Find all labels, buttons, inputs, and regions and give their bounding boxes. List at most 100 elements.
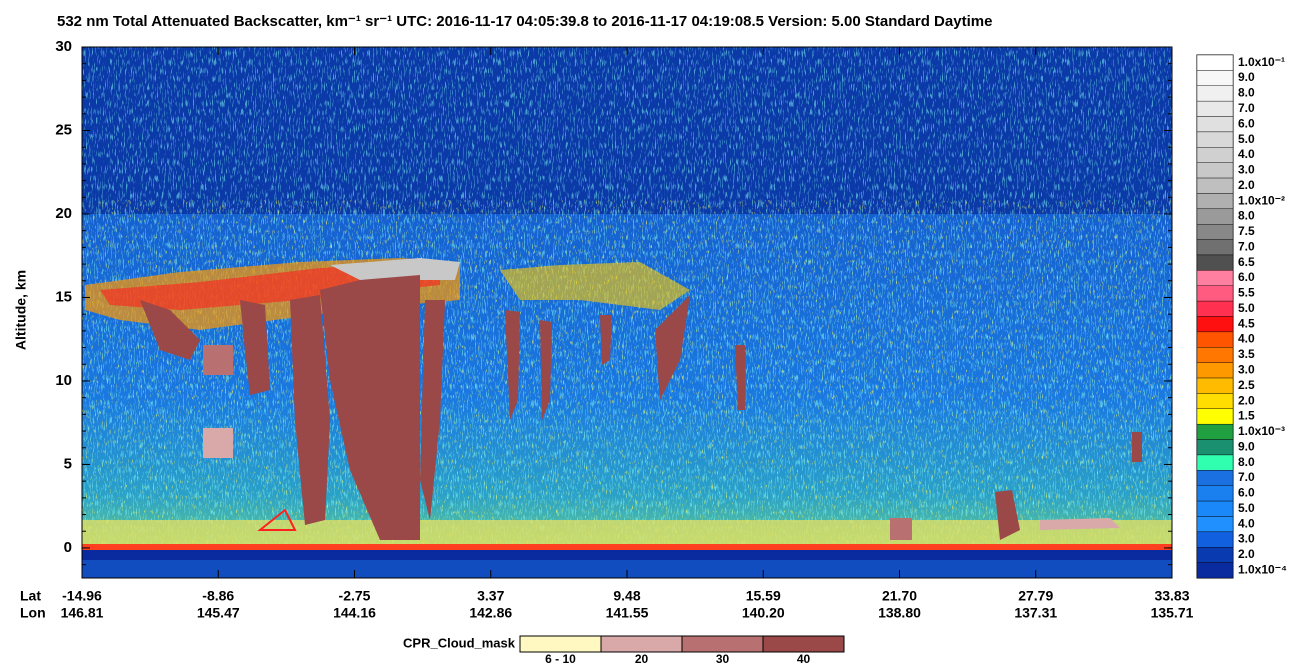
colorbar-label: 6.0 <box>1238 486 1255 500</box>
mask-legend-label: 20 <box>635 652 649 666</box>
x-tick-label: -8.86 <box>202 588 234 604</box>
colorbar-label: 8.0 <box>1238 86 1255 100</box>
x-tick-label: 137.31 <box>1014 605 1057 621</box>
x-tick-label: 21.70 <box>882 588 917 604</box>
x-tick-label: 138.80 <box>878 605 921 621</box>
colorbar-band <box>1196 423 1234 440</box>
colorbar-label: 7.0 <box>1238 239 1255 253</box>
colorbar-label: 2.0 <box>1238 178 1255 192</box>
colorbar-band <box>1196 347 1234 363</box>
colorbar-band <box>1196 116 1234 133</box>
x-tick-label: 135.71 <box>1151 605 1194 621</box>
y-tick-label: 5 <box>64 455 72 472</box>
curtain-image <box>82 47 1172 578</box>
colorbar-label: 5.0 <box>1238 132 1255 146</box>
colorbar-label: 6.5 <box>1238 255 1255 269</box>
colorbar-band <box>1196 147 1234 163</box>
x-tick-label: 142.86 <box>469 605 512 621</box>
colorbar-label: 4.0 <box>1238 516 1255 530</box>
colorbar-band <box>1196 270 1234 286</box>
y-tick-label: 30 <box>55 38 72 55</box>
colorbar-label: 9.0 <box>1238 439 1255 453</box>
colorbar-label: 3.0 <box>1238 363 1255 377</box>
x-tick-label: -14.96 <box>62 588 102 604</box>
colorbar-band <box>1196 254 1234 271</box>
colorbar-band <box>1196 208 1234 225</box>
colorbar-band <box>1196 547 1234 563</box>
colorbar-band <box>1196 439 1234 456</box>
colorbar-band <box>1196 516 1234 533</box>
mask-legend-swatch <box>762 635 845 653</box>
x-row-name: Lat <box>20 588 41 604</box>
colorbar-label: 5.0 <box>1238 301 1255 315</box>
colorbar-band <box>1196 285 1234 302</box>
y-tick-label: 10 <box>55 372 72 389</box>
y-tick-label: 15 <box>55 288 72 305</box>
x-tick-label: 145.47 <box>197 605 240 621</box>
x-tick-label: 140.20 <box>742 605 785 621</box>
colorbar-band <box>1196 193 1234 210</box>
chart-title: 532 nm Total Attenuated Backscatter, km⁻… <box>57 13 992 30</box>
colorbar-band <box>1196 54 1234 71</box>
colorbar-band <box>1196 177 1234 194</box>
x-tick-label: 146.81 <box>61 605 104 621</box>
x-tick-label: -2.75 <box>339 588 371 604</box>
colorbar-label: 1.0x10⁻¹ <box>1238 55 1285 69</box>
mask-legend-swatch <box>519 635 602 653</box>
colorbar-band <box>1196 316 1234 333</box>
colorbar-band <box>1196 85 1234 102</box>
x-tick-label: 141.55 <box>606 605 649 621</box>
x-tick-label: 27.79 <box>1018 588 1053 604</box>
mask-legend-swatch <box>681 635 764 653</box>
colorbar-label: 4.0 <box>1238 332 1255 346</box>
colorbar-band <box>1196 393 1234 409</box>
y-tick-label: 0 <box>64 539 72 556</box>
colorbar-label: 5.5 <box>1238 286 1255 300</box>
y-axis-label: Altitude, km <box>13 270 29 350</box>
colorbar-band <box>1196 224 1234 240</box>
colorbar-band <box>1196 454 1234 471</box>
x-row-name: Lon <box>20 605 46 621</box>
colorbar-label: 7.0 <box>1238 101 1255 115</box>
colorbar-band <box>1196 562 1234 579</box>
colorbar-label: 7.5 <box>1238 224 1255 238</box>
colorbar-label: 5.0 <box>1238 501 1255 515</box>
colorbar-label: 2.0 <box>1238 393 1255 407</box>
mask-legend-label: 30 <box>716 652 730 666</box>
colorbar-label: 3.0 <box>1238 163 1255 177</box>
colorbar-band <box>1196 531 1234 548</box>
x-tick-label: 144.16 <box>333 605 376 621</box>
colorbar: 1.0x10⁻¹9.08.07.06.05.04.03.02.01.0x10⁻²… <box>1196 54 1287 579</box>
x-tick-label: 33.83 <box>1154 588 1189 604</box>
mask-legend-title: CPR_Cloud_mask <box>403 635 516 650</box>
colorbar-band <box>1196 239 1234 256</box>
colorbar-band <box>1196 485 1234 502</box>
colorbar-band <box>1196 131 1234 148</box>
colorbar-label: 2.5 <box>1238 378 1255 392</box>
mask-legend: CPR_Cloud_mask 6 - 10 20 30 40 <box>403 635 845 666</box>
x-tick-label: 3.37 <box>477 588 504 604</box>
colorbar-label: 4.5 <box>1238 316 1255 330</box>
colorbar-band <box>1196 300 1234 317</box>
colorbar-label: 1.0x10⁻² <box>1238 193 1285 207</box>
mask-legend-label: 6 - 10 <box>545 652 576 666</box>
mask-legend-label: 40 <box>797 652 811 666</box>
colorbar-band <box>1196 408 1234 425</box>
colorbar-band <box>1196 362 1234 379</box>
colorbar-label: 8.0 <box>1238 209 1255 223</box>
colorbar-band <box>1196 500 1234 517</box>
mask-legend-swatch <box>600 635 683 653</box>
y-tick-label: 20 <box>55 205 72 222</box>
x-tick-label: 15.59 <box>746 588 781 604</box>
colorbar-label: 7.0 <box>1238 470 1255 484</box>
colorbar-band <box>1196 162 1234 179</box>
colorbar-label: 4.0 <box>1238 147 1255 161</box>
colorbar-label: 1.0x10⁻³ <box>1238 424 1285 438</box>
colorbar-band <box>1196 100 1234 117</box>
colorbar-label: 1.0x10⁻⁴ <box>1238 562 1287 576</box>
y-tick-label: 25 <box>55 121 72 138</box>
colorbar-label: 2.0 <box>1238 547 1255 561</box>
colorbar-label: 6.0 <box>1238 116 1255 130</box>
